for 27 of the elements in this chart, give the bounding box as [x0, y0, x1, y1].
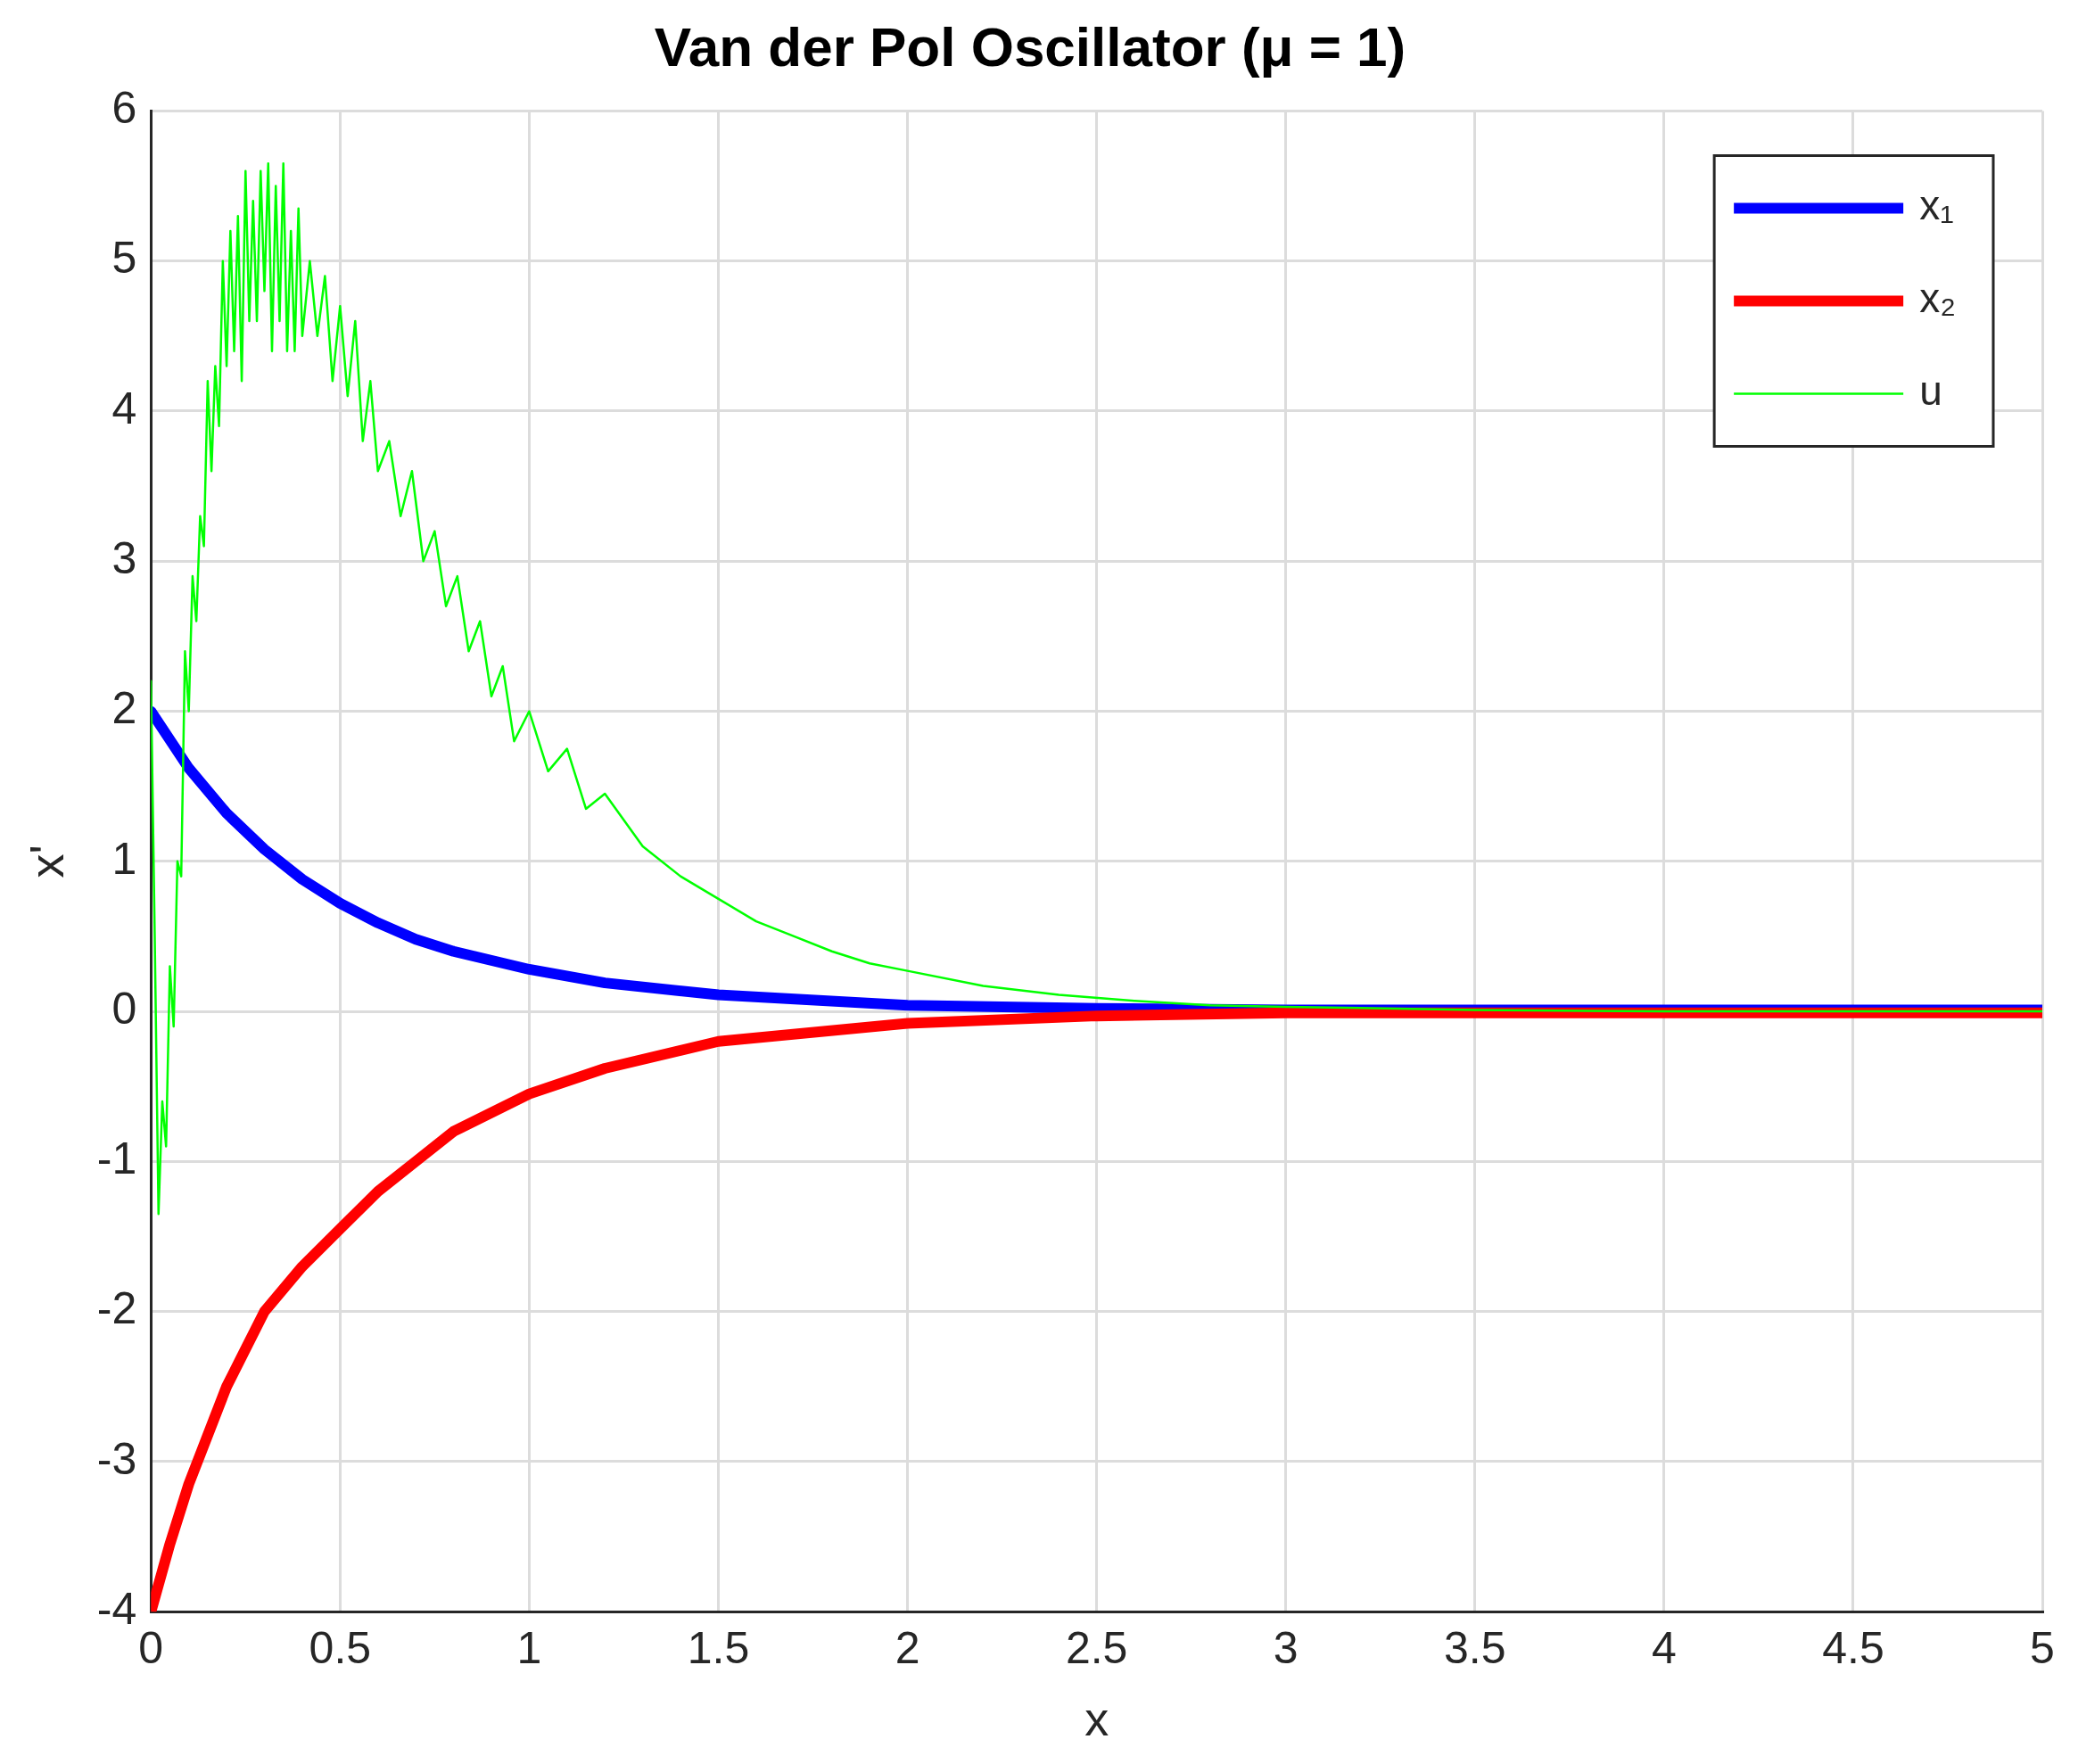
legend-label: u: [1919, 367, 1942, 415]
x-tick-label: 2: [895, 1622, 920, 1673]
x-tick-label: 4: [1651, 1622, 1677, 1673]
y-tick-label: 4: [111, 383, 137, 433]
legend-label: x₂: [1919, 275, 1956, 322]
y-tick-label: -4: [96, 1583, 137, 1634]
x-tick-label: 3: [1273, 1622, 1299, 1673]
y-tick-label: 1: [111, 833, 137, 884]
x-axis-title: x: [1084, 1692, 1109, 1746]
y-axis-title: x': [20, 845, 74, 878]
y-tick-label: -1: [96, 1133, 137, 1184]
y-tick-label: 5: [111, 233, 137, 284]
x-tick-label: 1: [516, 1622, 542, 1673]
x-tick-label: 2.5: [1065, 1622, 1128, 1673]
y-tick-label: 0: [111, 983, 137, 1034]
legend-label: x₁: [1919, 182, 1954, 229]
y-tick-label: -2: [96, 1283, 137, 1334]
x-tick-label: 1.5: [687, 1622, 750, 1673]
y-tick-label: 6: [111, 83, 137, 134]
y-tick-label: 2: [111, 683, 137, 734]
x-tick-label: 0.5: [309, 1622, 372, 1673]
x-tick-label: 3.5: [1444, 1622, 1506, 1673]
y-tick-label: -3: [96, 1433, 137, 1484]
chart-title: Van der Pol Oscillator (μ = 1): [654, 16, 1406, 78]
x-tick-label: 5: [2030, 1622, 2055, 1673]
y-tick-label: 3: [111, 533, 137, 584]
x-tick-label: 4.5: [1822, 1622, 1884, 1673]
